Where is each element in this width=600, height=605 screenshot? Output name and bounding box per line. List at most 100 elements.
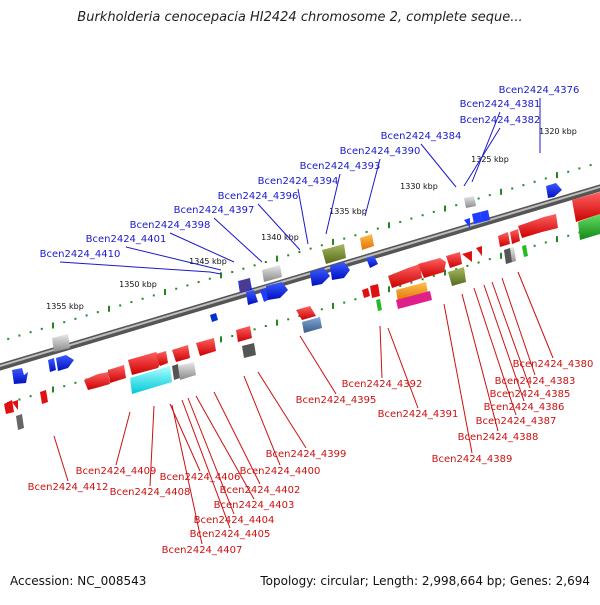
gene-arrow[interactable] (210, 313, 218, 322)
gene-arrow[interactable] (12, 368, 28, 384)
reverse-gene-label[interactable]: Bcen2424_4392 (342, 379, 423, 390)
gene-arrow[interactable] (246, 290, 258, 305)
gene-arrow[interactable] (4, 400, 14, 414)
gene-arrow[interactable] (546, 183, 562, 198)
reverse-gene-label[interactable]: Bcen2424_4409 (76, 466, 157, 477)
gene-arrow[interactable] (178, 362, 196, 380)
gene-arrow[interactable] (240, 278, 250, 293)
gene-arrow[interactable] (396, 291, 432, 309)
gene-arrow[interactable] (266, 282, 288, 300)
gene-arrow[interactable] (522, 245, 528, 257)
gene-arrow[interactable] (296, 306, 316, 320)
forward-gene-label[interactable]: Bcen2424_4401 (86, 234, 167, 245)
gene-arrow[interactable] (56, 355, 74, 371)
gene-arrow[interactable] (480, 210, 490, 222)
reverse-gene-label[interactable]: Bcen2424_4389 (432, 454, 513, 465)
forward-gene-label[interactable]: Bcen2424_4390 (340, 146, 421, 157)
gene-arrow[interactable] (360, 234, 374, 250)
gene-arrow[interactable] (464, 218, 470, 228)
gene-arrow[interactable] (366, 256, 378, 268)
gene-arrow[interactable] (128, 352, 162, 375)
gene-arrow[interactable] (504, 248, 512, 264)
gene-arrow[interactable] (84, 372, 110, 390)
gene-arrow[interactable] (16, 414, 24, 430)
forward-gene-labels: Bcen2424_4376 Bcen2424_4381 Bcen2424_4382 B… (40, 85, 580, 260)
gene-arrow[interactable] (446, 252, 462, 268)
reverse-gene-label[interactable]: Bcen2424_4402 (220, 485, 301, 496)
forward-gene-label[interactable]: Bcen2424_4397 (174, 205, 255, 216)
forward-gene-label[interactable]: Bcen2424_4410 (40, 249, 121, 260)
gene-arrow[interactable] (48, 358, 56, 372)
gene-arrow[interactable] (498, 232, 510, 247)
gene-arrow[interactable] (196, 338, 216, 356)
gene-arrow[interactable] (362, 288, 370, 298)
reverse-gene-label[interactable]: Bcen2424_4385 (490, 389, 571, 400)
reverse-gene-label[interactable]: Bcen2424_4400 (240, 466, 321, 477)
gene-arrow[interactable] (518, 214, 558, 238)
reverse-gene-label[interactable]: Bcen2424_4391 (378, 409, 459, 420)
gene-arrow[interactable] (130, 366, 172, 394)
minor-tick (589, 164, 592, 167)
gene-arrow[interactable] (156, 351, 168, 366)
reverse-gene-label[interactable]: Bcen2424_4395 (296, 395, 377, 406)
gene-arrow[interactable] (40, 390, 48, 404)
forward-gene-label[interactable]: Bcen2424_4376 (499, 85, 580, 96)
gene-arrow[interactable] (572, 192, 600, 222)
reverse-gene-label[interactable]: Bcen2424_4408 (110, 487, 191, 498)
forward-gene-label[interactable]: Bcen2424_4396 (218, 191, 299, 202)
gene-arrow[interactable] (376, 299, 382, 311)
gene-arrow[interactable] (52, 334, 70, 352)
reverse-gene-label[interactable]: Bcen2424_4403 (214, 500, 295, 511)
gene-arrow[interactable] (322, 244, 346, 264)
gene-arrow[interactable] (242, 343, 256, 358)
forward-gene-label[interactable]: Bcen2424_4381 (460, 99, 541, 110)
reverse-gene-label[interactable]: Bcen2424_4405 (190, 529, 271, 540)
topology-text: Topology: circular; Length: 2,998,664 bp… (260, 574, 590, 588)
major-tick (500, 188, 502, 195)
gene-arrow[interactable] (472, 212, 482, 224)
forward-gene-label[interactable]: Bcen2424_4382 (460, 115, 541, 126)
forward-gene-label[interactable]: Bcen2424_4393 (300, 161, 381, 172)
gene-arrow[interactable] (464, 196, 476, 208)
gene-arrow[interactable] (578, 214, 600, 240)
gene-arrow[interactable] (172, 364, 180, 380)
gene-arrow[interactable] (108, 365, 126, 383)
gene-arrow[interactable] (172, 345, 190, 362)
leader-line (181, 399, 231, 529)
reverse-gene-label[interactable]: Bcen2424_4404 (194, 515, 275, 526)
gene-arrow[interactable] (310, 268, 330, 286)
reverse-gene-label[interactable]: Bcen2424_4388 (458, 432, 539, 443)
gene-arrow[interactable] (418, 258, 446, 278)
forward-gene-label[interactable]: Bcen2424_4398 (130, 220, 211, 231)
scale-labels: 1320 kbp 1325 kbp 1330 kbp 1335 kbp 1340 kbp… (46, 127, 577, 311)
gene-arrow[interactable] (388, 264, 422, 288)
reverse-gene-label[interactable]: Bcen2424_4407 (162, 545, 243, 556)
gene-arrow[interactable] (510, 229, 520, 244)
reverse-gene-label[interactable]: Bcen2424_4406 (160, 472, 241, 483)
gene-arrow[interactable] (12, 400, 18, 410)
reverse-gene-label[interactable]: Bcen2424_4412 (28, 482, 109, 493)
gene-arrow[interactable] (476, 246, 482, 256)
minor-tick (544, 241, 547, 244)
reverse-gene-label[interactable]: Bcen2424_4399 (266, 449, 347, 460)
forward-gene-label[interactable]: Bcen2424_4394 (258, 176, 339, 187)
gene-arrow[interactable] (370, 284, 380, 298)
gene-arrow[interactable] (462, 251, 472, 262)
gene-arrow[interactable] (448, 267, 466, 286)
minor-tick (119, 304, 122, 307)
reverse-gene-label[interactable]: Bcen2424_4387 (476, 416, 557, 427)
forward-gene-label[interactable]: Bcen2424_4384 (381, 131, 462, 142)
minor-tick (40, 327, 43, 330)
gene-arrow[interactable] (236, 326, 252, 342)
reverse-features (4, 192, 600, 430)
minor-tick (567, 170, 570, 173)
reverse-gene-label[interactable]: Bcen2424_4386 (484, 402, 565, 413)
reverse-gene-label[interactable]: Bcen2424_4380 (513, 359, 594, 370)
gene-arrow[interactable] (330, 262, 350, 280)
minor-tick (18, 334, 21, 337)
reverse-gene-label[interactable]: Bcen2424_4383 (495, 376, 576, 387)
gene-arrow[interactable] (262, 265, 282, 282)
gene-arrow[interactable] (302, 317, 322, 333)
minor-tick (421, 278, 424, 281)
gene-arrow[interactable] (396, 282, 428, 302)
